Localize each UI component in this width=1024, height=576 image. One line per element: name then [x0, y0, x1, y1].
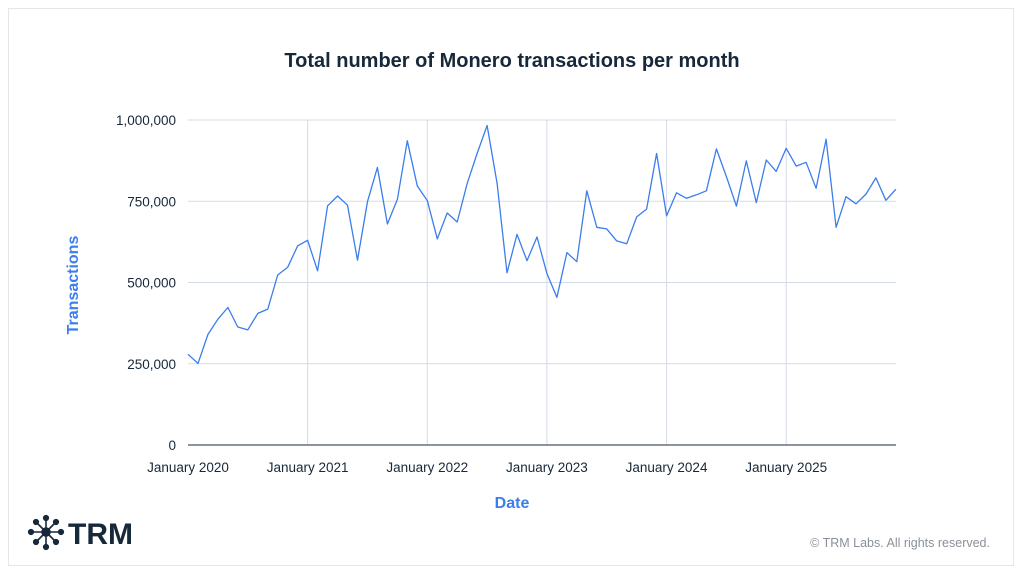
logo-text: TRM: [68, 518, 133, 551]
copyright-text: © TRM Labs. All rights reserved.: [810, 536, 990, 550]
x-tick-label: January 2022: [386, 460, 468, 475]
x-tick-label: January 2024: [626, 460, 708, 475]
x-tick-labels: January 2020 January 2021 January 2022 Janu…: [147, 460, 827, 475]
chart-card: [8, 8, 1014, 566]
y-tick-label: 1,000,000: [116, 113, 176, 128]
trm-logo: TRM: [27, 514, 133, 551]
y-tick-label: 250,000: [127, 357, 176, 372]
y-tick-label: 500,000: [127, 276, 176, 291]
y-axis-label: Transactions: [65, 236, 82, 335]
chart-title: Total number of Monero transactions per …: [284, 50, 739, 72]
x-tick-label: January 2025: [745, 460, 827, 475]
x-axis-label: Date: [495, 495, 530, 512]
gridlines: [188, 119, 896, 445]
y-tick-label: 750,000: [127, 194, 176, 209]
series-line-group: [187, 124, 897, 365]
y-tick-label: 0: [168, 438, 176, 453]
x-tick-label: January 2021: [267, 460, 349, 475]
x-tick-label: January 2023: [506, 460, 588, 475]
network-logo-icon: [27, 514, 65, 551]
series-line: [187, 124, 897, 365]
x-tick-label: January 2020: [147, 460, 229, 475]
y-tick-labels: 0 250,000 500,000 750,000 1,000,000: [116, 113, 176, 453]
